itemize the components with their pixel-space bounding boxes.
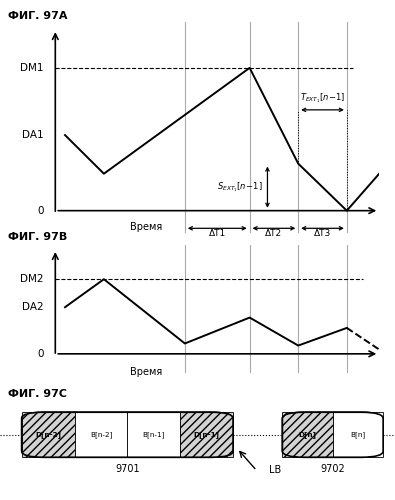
Bar xyxy=(22,412,75,457)
FancyBboxPatch shape xyxy=(22,412,233,457)
Text: 9701: 9701 xyxy=(115,464,140,474)
Text: D[n-1]: D[n-1] xyxy=(194,432,220,438)
Text: DM1: DM1 xyxy=(21,63,44,73)
Text: DM2: DM2 xyxy=(21,274,44,284)
Text: B[n-2]: B[n-2] xyxy=(90,432,112,438)
Text: $S_{EXT_1}[n\!-\!1]$: $S_{EXT_1}[n\!-\!1]$ xyxy=(217,180,263,194)
Text: ФИГ. 97В: ФИГ. 97В xyxy=(8,232,67,242)
Text: B[n-1]: B[n-1] xyxy=(143,432,165,438)
Text: ΔT2: ΔT2 xyxy=(265,230,282,238)
Text: Время: Время xyxy=(130,222,162,232)
Text: 9702: 9702 xyxy=(320,464,345,474)
Bar xyxy=(127,412,180,457)
Text: D[n]: D[n] xyxy=(299,432,317,438)
Text: 0: 0 xyxy=(38,349,44,359)
Text: 0: 0 xyxy=(38,206,44,216)
Text: $T_{EXT_1}[n\!-\!1]$: $T_{EXT_1}[n\!-\!1]$ xyxy=(300,92,345,105)
Text: LB: LB xyxy=(269,464,281,474)
Text: B[n]: B[n] xyxy=(350,432,365,438)
Bar xyxy=(75,412,128,457)
Text: ФИГ. 97А: ФИГ. 97А xyxy=(8,11,68,21)
Text: ΔT1: ΔT1 xyxy=(209,230,226,238)
Text: D[n-2]: D[n-2] xyxy=(35,432,61,438)
Text: Время: Время xyxy=(130,368,162,378)
Text: DA2: DA2 xyxy=(23,302,44,312)
Bar xyxy=(333,412,383,457)
Text: ФИГ. 97С: ФИГ. 97С xyxy=(8,389,67,399)
Bar xyxy=(282,412,333,457)
FancyBboxPatch shape xyxy=(282,412,383,457)
Text: DA1: DA1 xyxy=(23,130,44,140)
Bar xyxy=(180,412,233,457)
Text: ΔT3: ΔT3 xyxy=(314,230,331,238)
